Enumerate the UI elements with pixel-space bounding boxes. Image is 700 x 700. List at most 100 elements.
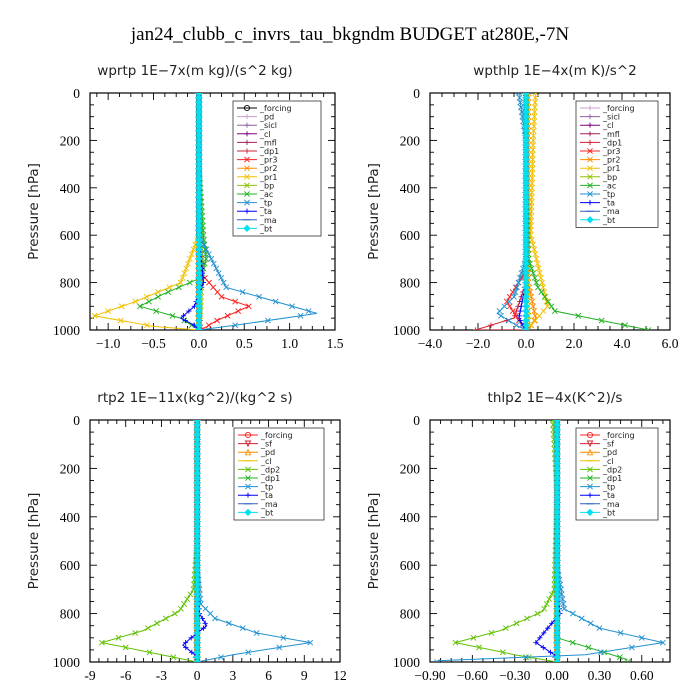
- data-point: [177, 279, 184, 286]
- x-tick-label: 0.0: [518, 336, 535, 351]
- data-point: [531, 109, 538, 115]
- legend-label: _pr2: [259, 164, 277, 173]
- y-tick-label: 400: [400, 181, 421, 196]
- series-line-dp1: [475, 93, 527, 330]
- y-tick-label: 1000: [53, 655, 80, 670]
- data-point: [561, 605, 568, 612]
- data-point: [538, 289, 545, 295]
- data-point: [528, 203, 535, 210]
- x-tick-label: 1.5: [327, 336, 344, 351]
- legend-marker: [586, 216, 594, 224]
- data-point: [118, 303, 125, 310]
- legend-marker: [244, 114, 250, 120]
- legend-marker: [587, 483, 593, 490]
- data-point: [511, 293, 517, 300]
- legend-label: _forcing: [260, 431, 293, 440]
- data-point: [528, 194, 535, 201]
- data-point: [182, 317, 188, 324]
- legend-marker: [245, 466, 251, 473]
- data-point: [256, 293, 263, 300]
- data-point: [529, 180, 536, 186]
- data-point: [208, 255, 215, 262]
- data-point: [307, 639, 314, 646]
- data-point: [529, 170, 536, 177]
- legend-label: _sicl: [259, 121, 277, 130]
- legend-marker: [244, 156, 250, 163]
- data-point: [624, 659, 631, 662]
- legend-label: _ta: [260, 491, 273, 500]
- x-tick-label: -9: [84, 668, 95, 683]
- data-point: [523, 654, 529, 661]
- x-tick-label: −0.5: [141, 336, 166, 351]
- panel-title: rtp2 1E−11x(kg^2)/(kg^2 s): [97, 390, 292, 406]
- data-point: [569, 639, 576, 646]
- data-point: [245, 649, 252, 656]
- legend-marker: [244, 508, 252, 517]
- y-tick-label: 600: [60, 558, 81, 573]
- data-point: [548, 303, 555, 310]
- legend-marker: [244, 431, 252, 439]
- data-point: [540, 284, 547, 291]
- data-point: [528, 265, 535, 272]
- data-point: [162, 615, 169, 622]
- data-point: [181, 270, 188, 277]
- data-point: [193, 658, 201, 662]
- y-tick-label: 1000: [393, 323, 420, 338]
- data-point: [575, 312, 582, 319]
- data-point: [531, 118, 538, 125]
- data-point: [153, 308, 160, 314]
- series-group: [98, 420, 314, 662]
- data-point: [207, 610, 214, 617]
- data-point: [215, 270, 222, 277]
- data-point: [518, 270, 525, 277]
- y-tick-label: 800: [60, 276, 81, 291]
- x-tick-label: 0.5: [236, 336, 253, 351]
- data-point: [628, 644, 635, 651]
- data-point: [529, 237, 535, 243]
- data-point: [531, 104, 538, 111]
- data-point: [529, 156, 536, 163]
- data-point: [272, 298, 279, 305]
- data-point: [548, 591, 555, 598]
- data-point: [200, 232, 207, 239]
- legend-label: _ac: [259, 190, 273, 199]
- data-point: [166, 284, 173, 291]
- data-point: [205, 322, 212, 329]
- data-point: [539, 279, 545, 286]
- legend-label: _forcing: [259, 104, 292, 113]
- legend-label: _pr1: [259, 173, 277, 182]
- legend-marker: [587, 105, 593, 111]
- figure-title: jan24_clubb_c_invrs_tau_bkgndm BUDGET at…: [130, 24, 569, 45]
- data-point: [559, 596, 566, 602]
- data-point: [202, 620, 208, 626]
- data-point: [200, 625, 207, 631]
- data-point: [532, 317, 539, 324]
- panel-rtp2: rtp2 1E−11x(kg^2)/(kg^2 s) Pressure [hPa]…: [26, 390, 347, 683]
- legend-label: _pd: [602, 448, 617, 457]
- data-point: [144, 322, 150, 329]
- legend-marker: [244, 448, 252, 456]
- x-tick-label: -3: [156, 668, 167, 683]
- data-point: [528, 293, 535, 300]
- x-tick-label: −1.0: [96, 336, 121, 351]
- legend-label: _dp1: [602, 138, 622, 147]
- data-point: [239, 289, 246, 295]
- x-tick-label: 6.0: [662, 336, 679, 351]
- legend-label: _dp1: [259, 147, 279, 156]
- data-point: [132, 630, 139, 636]
- data-point: [532, 99, 539, 106]
- y-tick-label: 800: [400, 276, 421, 291]
- legend-label: _bt: [260, 508, 273, 517]
- data-point: [660, 639, 666, 646]
- legend-label: _pd: [260, 448, 275, 457]
- data-point: [537, 274, 544, 281]
- y-tick-label: 800: [400, 607, 421, 622]
- data-point: [181, 601, 187, 607]
- legend-label: _dp2: [602, 465, 622, 474]
- data-point: [543, 298, 550, 305]
- data-point: [531, 308, 538, 314]
- data-point: [530, 142, 536, 149]
- data-point: [155, 289, 161, 295]
- data-point: [212, 615, 218, 622]
- data-point: [531, 246, 538, 253]
